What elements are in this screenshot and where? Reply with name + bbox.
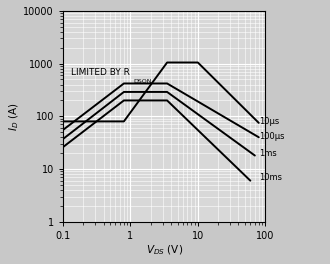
Text: 100μs: 100μs bbox=[259, 132, 285, 141]
Text: LIMITED BY R: LIMITED BY R bbox=[71, 68, 130, 77]
Text: 10μs: 10μs bbox=[259, 117, 280, 126]
Text: 10ms: 10ms bbox=[259, 173, 282, 182]
X-axis label: $V_{DS}$ (V): $V_{DS}$ (V) bbox=[146, 243, 183, 257]
Y-axis label: $I_D$ (A): $I_D$ (A) bbox=[7, 102, 20, 131]
Text: DSON: DSON bbox=[133, 79, 152, 84]
Text: 1ms: 1ms bbox=[259, 149, 277, 158]
